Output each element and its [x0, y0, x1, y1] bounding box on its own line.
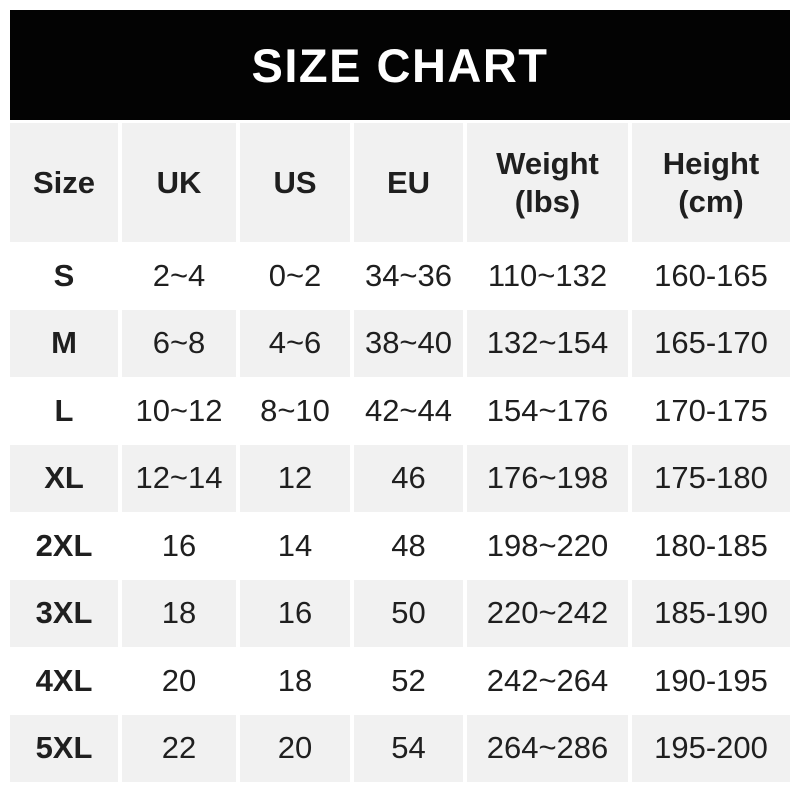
uk-value: 16	[122, 512, 236, 580]
uk-value: 18	[122, 579, 236, 647]
us-value: 16	[240, 579, 350, 647]
height-value: 165-170	[632, 309, 790, 377]
table-row-3xl: 3XL 18 16 50 220~242 185-190	[10, 579, 790, 647]
table-row-4xl: 4XL 20 18 52 242~264 190-195	[10, 647, 790, 715]
column-header-height: Height (cm)	[632, 123, 790, 242]
size-chart-banner: SIZE CHART	[10, 10, 790, 120]
weight-value: 264~286	[467, 714, 628, 782]
weight-value: 154~176	[467, 377, 628, 445]
weight-value: 220~242	[467, 579, 628, 647]
us-value: 14	[240, 512, 350, 580]
eu-value: 34~36	[354, 242, 463, 310]
us-value: 18	[240, 647, 350, 715]
us-value: 4~6	[240, 309, 350, 377]
uk-value: 2~4	[122, 242, 236, 310]
size-label: L	[10, 377, 118, 445]
uk-value: 22	[122, 714, 236, 782]
size-label: XL	[10, 444, 118, 512]
eu-value: 48	[354, 512, 463, 580]
eu-value: 38~40	[354, 309, 463, 377]
table-header-row: Size UK US EU Weight (lbs) Height (cm)	[10, 123, 790, 242]
table-row-l: L 10~12 8~10 42~44 154~176 170-175	[10, 377, 790, 445]
us-value: 0~2	[240, 242, 350, 310]
eu-value: 46	[354, 444, 463, 512]
eu-value: 42~44	[354, 377, 463, 445]
weight-value: 132~154	[467, 309, 628, 377]
table-row-m: M 6~8 4~6 38~40 132~154 165-170	[10, 309, 790, 377]
size-label: 2XL	[10, 512, 118, 580]
column-header-weight: Weight (lbs)	[467, 123, 628, 242]
us-value: 8~10	[240, 377, 350, 445]
height-value: 160-165	[632, 242, 790, 310]
height-value: 175-180	[632, 444, 790, 512]
column-header-eu: EU	[354, 123, 463, 242]
column-header-uk: UK	[122, 123, 236, 242]
us-value: 12	[240, 444, 350, 512]
eu-value: 52	[354, 647, 463, 715]
column-header-size: Size	[10, 123, 118, 242]
uk-value: 10~12	[122, 377, 236, 445]
height-value: 190-195	[632, 647, 790, 715]
size-label: 5XL	[10, 714, 118, 782]
table-row-xl: XL 12~14 12 46 176~198 175-180	[10, 444, 790, 512]
banner-title: SIZE CHART	[251, 38, 549, 92]
weight-value: 242~264	[467, 647, 628, 715]
uk-value: 12~14	[122, 444, 236, 512]
eu-value: 50	[354, 579, 463, 647]
size-label: M	[10, 309, 118, 377]
table-row-5xl: 5XL 22 20 54 264~286 195-200	[10, 714, 790, 782]
column-header-us: US	[240, 123, 350, 242]
weight-value: 198~220	[467, 512, 628, 580]
weight-value: 110~132	[467, 242, 628, 310]
size-label: 4XL	[10, 647, 118, 715]
size-chart-table: Size UK US EU Weight (lbs) Height (cm) S…	[10, 123, 790, 782]
size-label: S	[10, 242, 118, 310]
height-value: 180-185	[632, 512, 790, 580]
weight-value: 176~198	[467, 444, 628, 512]
us-value: 20	[240, 714, 350, 782]
uk-value: 6~8	[122, 309, 236, 377]
table-row-2xl: 2XL 16 14 48 198~220 180-185	[10, 512, 790, 580]
height-value: 185-190	[632, 579, 790, 647]
table-row-s: S 2~4 0~2 34~36 110~132 160-165	[10, 242, 790, 310]
eu-value: 54	[354, 714, 463, 782]
uk-value: 20	[122, 647, 236, 715]
size-label: 3XL	[10, 579, 118, 647]
height-value: 195-200	[632, 714, 790, 782]
height-value: 170-175	[632, 377, 790, 445]
